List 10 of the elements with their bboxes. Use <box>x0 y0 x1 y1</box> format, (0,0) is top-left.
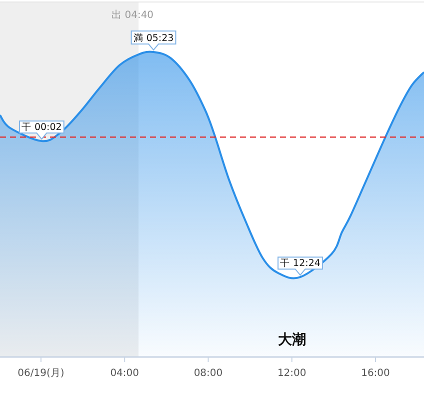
band-label: 出 04:40 <box>112 9 154 21</box>
x-tick-label: 04:00 <box>110 368 140 379</box>
annotation: 干 12:24 <box>280 258 320 270</box>
annotation: 大潮 <box>278 332 306 348</box>
annotation: 干 00:02 <box>21 122 62 134</box>
x-tick-label: 06/19(月) <box>18 368 64 379</box>
x-tick-label: 12:00 <box>277 368 306 379</box>
x-tick-label: 08:00 <box>194 368 223 379</box>
annotation: 満 05:23 <box>133 32 174 44</box>
x-tick-label: 16:00 <box>361 368 390 379</box>
